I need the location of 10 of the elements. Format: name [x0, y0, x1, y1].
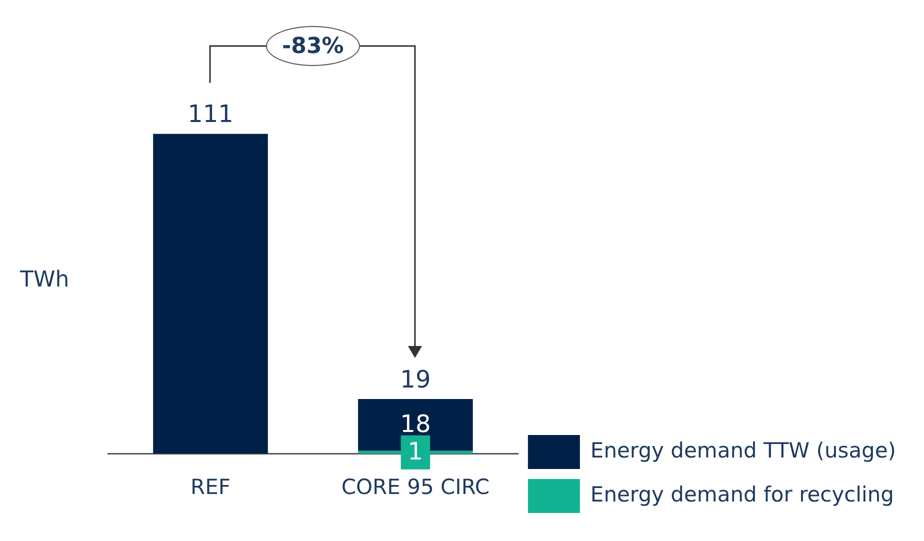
data-label: 1 — [408, 438, 424, 466]
x-tick-label: REF — [190, 474, 230, 499]
x-tick-label: CORE 95 CIRC — [341, 474, 490, 499]
legend-label: Energy demand TTW (usage) — [590, 438, 896, 462]
y-axis-title: TWh — [19, 268, 70, 293]
ellipse-callout: -83% — [266, 26, 360, 66]
total-label: 111 — [188, 100, 234, 128]
legend-label: Energy demand for recycling — [590, 482, 894, 506]
data-label: 18 — [400, 410, 431, 438]
total-label: 19 — [400, 365, 431, 394]
